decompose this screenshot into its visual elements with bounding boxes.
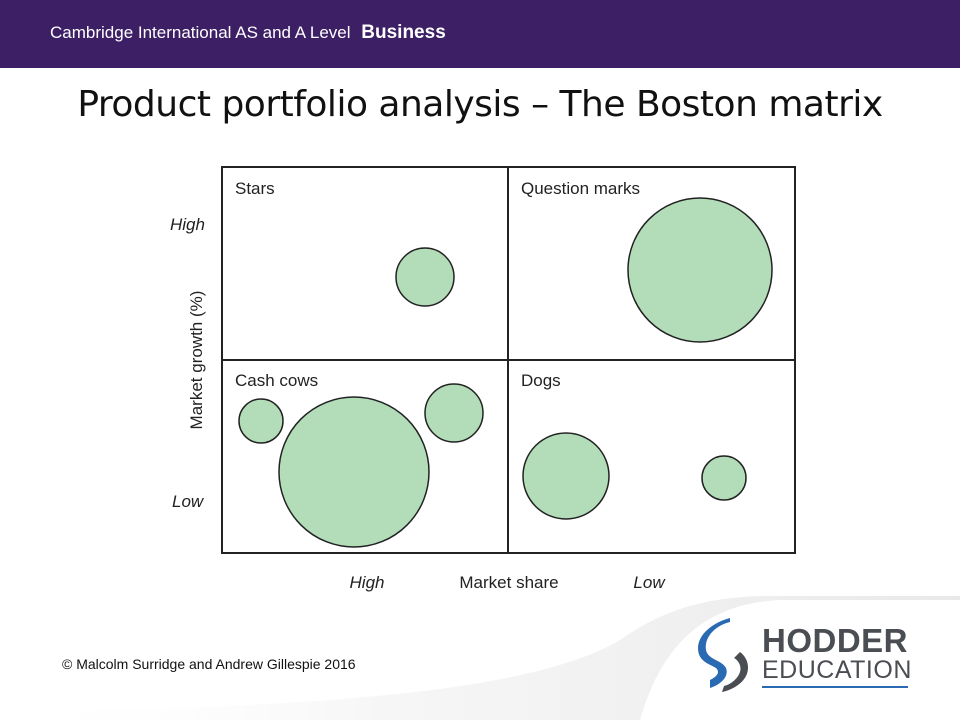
hodder-s-mark-icon	[698, 618, 748, 692]
copyright-notice: © Malcolm Surridge and Andrew Gillespie …	[62, 656, 356, 672]
product-circle-dog-small	[701, 455, 747, 501]
product-circle-cash-cow-medium	[424, 383, 484, 443]
subject-title: Business	[361, 22, 446, 43]
quadrant-label-question-marks: Question marks	[521, 179, 640, 198]
logo-underline	[762, 686, 908, 688]
product-circle-dog-large	[522, 432, 610, 520]
product-circle-cash-cow-large	[278, 396, 430, 548]
logo-text-hodder: HODDER	[762, 622, 909, 659]
x-axis-title: Market share	[459, 573, 558, 592]
product-circle-cash-cow-small	[238, 398, 284, 444]
product-circle-star	[395, 247, 455, 307]
y-axis-high-label: High	[170, 215, 205, 234]
logo-text-education: EDUCATION	[762, 656, 912, 684]
header-bar: Cambridge International AS and A Level B…	[0, 0, 960, 68]
x-axis-low-label: Low	[633, 573, 666, 592]
y-axis-low-label: Low	[172, 492, 205, 511]
quadrant-label-stars: Stars	[235, 179, 275, 198]
course-title: Cambridge International AS and A Level	[50, 23, 351, 42]
quadrant-label-dogs: Dogs	[521, 371, 561, 390]
y-axis-title: Market growth (%)	[187, 291, 206, 430]
page-title: Product portfolio analysis – The Boston …	[77, 84, 883, 125]
x-axis-high-label: High	[350, 573, 385, 592]
hodder-education-logo: HODDER EDUCATION	[696, 618, 926, 694]
header-title: Cambridge International AS and A Level B…	[50, 22, 446, 44]
quadrant-label-cash-cows: Cash cows	[235, 371, 318, 390]
product-circle-question-mark	[627, 197, 773, 343]
